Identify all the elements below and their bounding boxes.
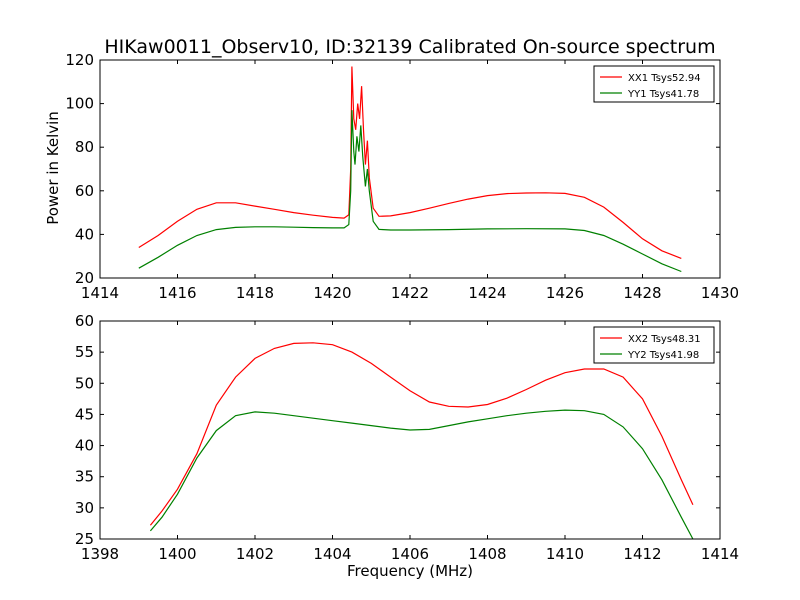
bottom-x-tick-label: 1408 (468, 545, 506, 563)
top-y-axis-label: Power in Kelvin (44, 111, 62, 225)
bottom-x-tick-label: 1410 (546, 545, 584, 563)
top-series-line-1 (138, 66, 682, 259)
bottom-x-tick-label: 1404 (313, 545, 351, 563)
bottom-y-tick-label: 45 (75, 405, 94, 423)
top-panel: 1414 1416 1418 1420 1422 1424 1426 1428 1430 20 40… (65, 51, 739, 302)
top-legend-label-1: XX1 Tsys52.94 (628, 73, 701, 84)
bottom-legend-label-2: YY2 Tsys41.98 (627, 350, 699, 361)
chart-panels: 1414 1416 1418 1420 1422 1424 1426 1428 1430 20 40… (65, 51, 739, 563)
bottom-x-tick-label: 1412 (623, 545, 661, 563)
top-y-tick-label: 40 (75, 225, 94, 243)
top-y-tick-label: 80 (75, 138, 94, 156)
bottom-y-tick-label: 40 (75, 437, 94, 455)
top-x-tick-label: 1426 (546, 284, 584, 302)
top-x-tick-label: 1428 (623, 284, 661, 302)
bottom-legend-box (593, 326, 715, 364)
top-y-tick-label: 20 (75, 269, 94, 287)
bottom-panel: 1398 1400 1402 1404 1406 1408 1410 1412 1414 25 30… (75, 312, 739, 563)
top-x-tick-label: 1420 (313, 284, 351, 302)
bottom-x-tick-label: 1400 (158, 545, 196, 563)
top-y-tick-label: 60 (75, 182, 94, 200)
bottom-legend-label-1: XX2 Tsys48.31 (628, 334, 701, 345)
bottom-x-tick-label: 1414 (701, 545, 739, 563)
chart-title: HIKaw0011_Observ10, ID:32139 Calibrated … (104, 36, 715, 58)
top-legend-box (593, 65, 715, 103)
top-legend-label-2: YY1 Tsys41.78 (627, 89, 699, 100)
top-x-tick-label: 1422 (391, 284, 429, 302)
bottom-y-tick-label: 35 (75, 468, 94, 486)
bottom-y-tick-label: 60 (75, 312, 94, 330)
bottom-x-tick-label: 1402 (236, 545, 274, 563)
top-x-tick-label: 1430 (701, 284, 739, 302)
top-y-tick-label: 100 (65, 95, 94, 113)
bottom-y-tick-label: 30 (75, 499, 94, 517)
top-series-line-2 (138, 110, 682, 273)
bottom-x-axis-label: Frequency (MHz) (347, 562, 473, 580)
top-legend: XX1 Tsys52.94 YY1 Tsys41.78 (593, 65, 715, 103)
bottom-x-tick-label: 1406 (391, 545, 429, 563)
bottom-legend: XX2 Tsys48.31 YY2 Tsys41.98 (593, 326, 715, 364)
bottom-x-tick-label: 1398 (81, 545, 119, 563)
top-x-tick-label: 1424 (468, 284, 506, 302)
bottom-y-tick-label: 50 (75, 374, 94, 392)
bottom-series-line-2 (149, 409, 694, 539)
bottom-series-line-1 (149, 342, 694, 526)
top-x-tick-label: 1414 (81, 284, 119, 302)
bottom-y-tick-label: 55 (75, 343, 94, 361)
top-x-tick-label: 1418 (236, 284, 274, 302)
top-y-tick-label: 120 (65, 51, 94, 69)
top-x-tick-label: 1416 (158, 284, 196, 302)
bottom-y-tick-label: 25 (75, 530, 94, 548)
